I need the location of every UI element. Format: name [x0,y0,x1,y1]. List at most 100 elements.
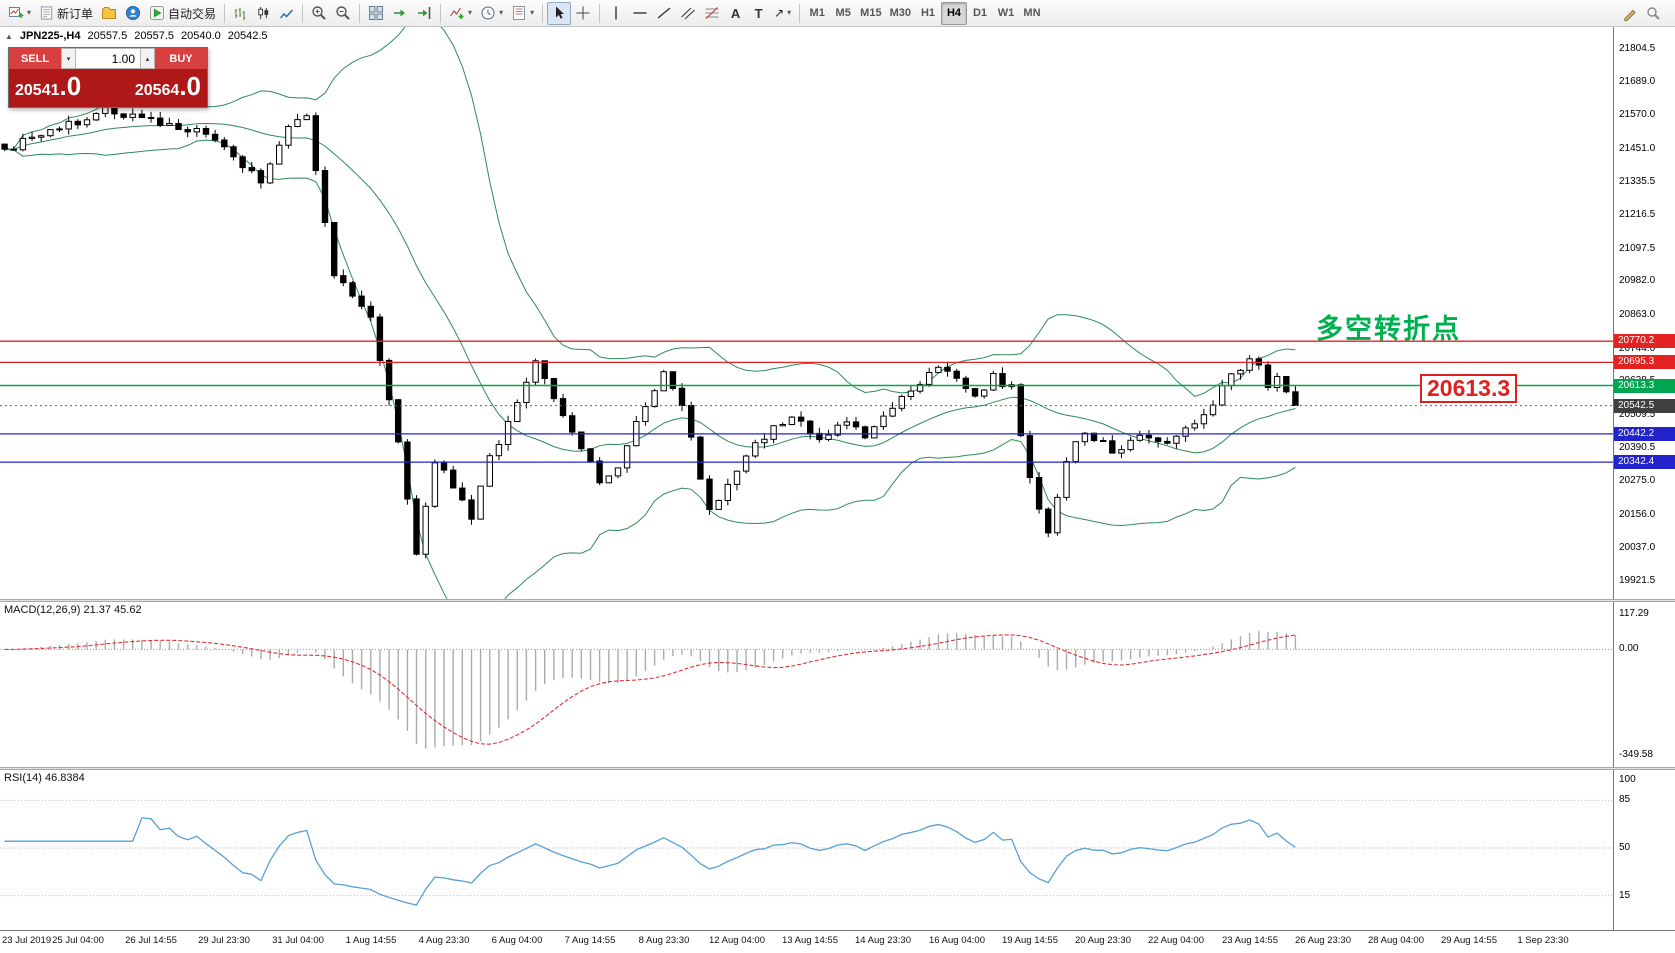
macd-plot[interactable] [0,602,1613,767]
rsi-axis[interactable]: 100 85 50 15 [1613,770,1675,930]
price-axis-tick: 21097.5 [1619,242,1656,254]
timeframe-w1-button[interactable]: W1 [993,2,1019,25]
timeframe-m15-button[interactable]: M15 [856,2,885,25]
folder-icon [102,7,117,19]
autotrading-icon [150,6,165,20]
timeframe-m30-button[interactable]: M30 [886,2,915,25]
tile-windows-button[interactable] [364,2,388,25]
price-axis-tick: 20863.0 [1619,309,1656,320]
horizontal-line-icon [633,12,647,14]
pane-splitter[interactable] [0,767,1675,770]
timeframe-m5-button[interactable]: M5 [830,2,856,25]
chart-window: 21804.5 21689.0 21570.0 21451.0 21335.5 21216… [0,27,1675,953]
macd-axis[interactable]: 117.29 0.00 -349.58 [1613,602,1675,767]
new-chart-button[interactable]: ▾ [4,2,35,25]
new-order-label: 新订单 [57,6,94,21]
macd-axis-tick: 0.00 [1619,643,1639,655]
auto-scroll-button[interactable] [388,2,412,25]
toolbar-separator [799,3,801,23]
price-axis[interactable]: 21804.5 21689.0 21570.0 21451.0 21335.5 21216… [1613,27,1675,599]
rsi-pane: 100 85 50 15 RSI(14) 46.8384 [0,770,1675,930]
buy-button[interactable]: BUY [155,48,207,69]
turning-point-annotation[interactable]: 多空转折点 [1316,314,1461,344]
new-order-icon [40,6,53,20]
clock-icon [481,6,495,20]
arrows-tool-button[interactable]: ↗ ▾ [770,2,795,25]
zoom-in-button[interactable] [307,2,331,25]
price-axis-tick: 21570.0 [1619,109,1656,121]
time-axis-label: 14 Aug 23:30 [855,935,911,946]
candles [1,101,1299,559]
new-order-button[interactable]: 新订单 [35,2,97,25]
collapse-panel-icon[interactable]: ▲ [5,31,13,41]
line-chart-button[interactable] [275,2,298,25]
volume-increase-button[interactable]: ▴ [140,48,155,69]
label-tool-button[interactable]: T [747,2,770,25]
template-icon [513,6,526,20]
bar-chart-button[interactable] [229,2,252,25]
pane-splitter[interactable] [0,599,1675,602]
sell-button[interactable]: SELL [9,48,61,69]
time-axis-label: 1 Aug 14:55 [345,935,397,946]
toolbar: ▾ 新订单 自动交易 [0,0,1675,27]
toolbar-separator [599,3,601,23]
toolbar-separator [359,3,361,23]
toolbar-separator [302,3,304,23]
crosshair-button[interactable] [571,2,595,25]
macd-signal-line [4,634,1296,745]
volume-input[interactable] [76,48,140,69]
fibonacci-tool-button[interactable] [700,2,724,25]
rsi-axis-tick: 85 [1619,794,1631,806]
timeframe-h4-button[interactable]: H4 [940,1,967,25]
chart-shift-button[interactable] [412,2,436,25]
community-button[interactable] [121,2,145,25]
timeframe-m1-button[interactable]: M1 [804,2,830,25]
symbol-info: ▲ JPN225-,H4 20557.5 20557.5 20540.0 205… [5,30,268,42]
time-axis-label: 1 Sep 23:30 [1517,935,1569,946]
dropdown-caret-icon: ▾ [468,8,473,17]
time-axis[interactable]: 23 Jul 2019 25 Jul 04:00 26 Jul 14:55 29 Ju… [0,930,1675,953]
time-axis-label: 7 Aug 14:55 [564,935,616,946]
indicators-icon [450,7,464,19]
time-axis-label: 8 Aug 23:30 [638,935,690,946]
fibonacci-icon [705,7,719,19]
templates-button[interactable]: ▾ [507,2,538,25]
buy-price: 20564.0 [134,71,201,101]
time-axis-label: 23 Aug 14:55 [1222,935,1278,946]
dropdown-caret-icon: ▾ [27,8,32,17]
horizontal-line-tool-button[interactable] [628,2,652,25]
channel-tool-button[interactable] [676,2,700,25]
vertical-line-tool-button[interactable] [604,2,628,25]
pencil-icon [1623,9,1636,21]
indicators-button[interactable]: ▾ [445,2,476,25]
rsi-label: RSI(14) 46.8384 [4,772,85,784]
macd-axis-tick: -349.58 [1619,749,1653,760]
edit-button[interactable] [1619,2,1642,25]
timeframe-mn-button[interactable]: MN [1019,2,1045,25]
periods-button[interactable]: ▾ [476,2,507,25]
timeframe-h1-button[interactable]: H1 [915,2,941,25]
volume-decrease-button[interactable]: ▾ [61,48,76,69]
toolbar-separator [542,3,544,23]
rsi-axis-tick: 100 [1619,774,1636,785]
timeframe-d1-button[interactable]: D1 [967,2,993,25]
cursor-button[interactable] [547,1,572,25]
dropdown-caret-icon: ▾ [499,8,504,17]
price-callout-annotation[interactable]: 20613.3 [1420,373,1518,403]
zoom-out-button[interactable] [331,2,355,25]
charts-profile-button[interactable] [97,2,121,25]
autotrading-button[interactable]: 自动交易 [145,2,220,25]
time-axis-label: 31 Jul 04:00 [272,935,324,946]
rsi-plot[interactable] [0,770,1613,930]
search-button[interactable] [1642,2,1665,25]
price-axis-tick: 19921.5 [1619,575,1656,586]
main-chart-plot[interactable] [0,27,1613,599]
zoom-in-icon [312,6,326,20]
text-tool-button[interactable]: A [724,2,747,25]
time-axis-label: 13 Aug 14:55 [782,935,838,946]
dropdown-caret-icon: ▾ [787,8,792,17]
trendline-tool-button[interactable] [652,2,676,25]
sell-price: 20541.0 [15,71,82,101]
current-price-badge: 20542.5 [1614,398,1675,413]
candlestick-chart-button[interactable] [252,2,275,25]
